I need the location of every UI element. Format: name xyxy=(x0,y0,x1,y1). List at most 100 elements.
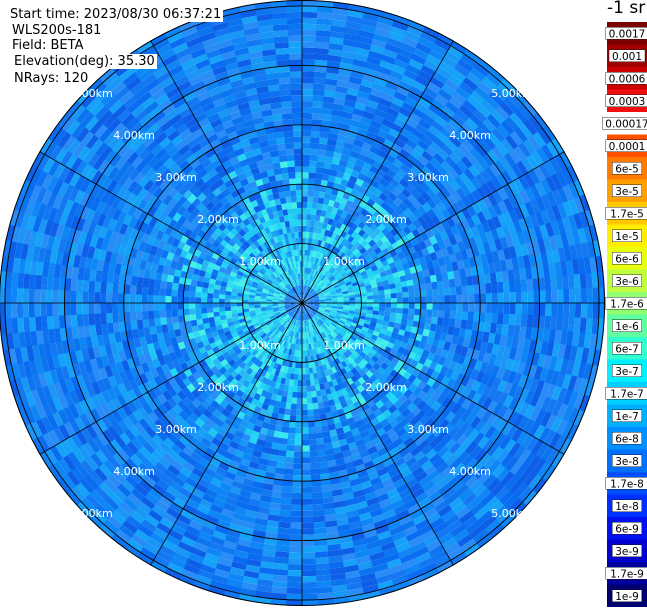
field-cell xyxy=(310,457,319,464)
field-cell xyxy=(431,317,438,325)
field-cell xyxy=(302,505,313,511)
field-cell xyxy=(172,316,179,324)
field-cell xyxy=(35,289,41,304)
field-cell xyxy=(302,475,312,481)
field-cell xyxy=(317,444,326,451)
field-cell xyxy=(160,288,167,296)
field-cell xyxy=(415,303,421,310)
field-cell xyxy=(497,282,504,293)
field-cell xyxy=(88,280,95,292)
field-cell xyxy=(154,310,161,318)
field-cell xyxy=(302,440,310,446)
field-cell xyxy=(539,303,545,316)
field-cell xyxy=(317,155,326,162)
field-cell xyxy=(172,289,178,296)
field-cell xyxy=(291,505,302,511)
field-cell xyxy=(314,72,327,79)
field-cell xyxy=(279,510,291,517)
field-cell xyxy=(467,312,474,322)
field-cell xyxy=(207,298,213,303)
field-cell xyxy=(503,281,510,293)
field-cell xyxy=(313,516,325,523)
field-cell xyxy=(379,307,385,312)
field-cell xyxy=(142,311,149,320)
field-cell xyxy=(468,294,474,303)
field-cell xyxy=(294,439,302,445)
field-cell xyxy=(83,314,90,326)
field-cell xyxy=(291,403,297,409)
field-cell xyxy=(401,281,408,288)
field-cell xyxy=(450,303,456,311)
field-cell xyxy=(498,292,504,303)
field-cell xyxy=(586,318,593,334)
field-cell xyxy=(106,303,112,314)
field-cell xyxy=(509,281,516,293)
field-cell xyxy=(307,398,313,404)
field-cell xyxy=(183,290,190,297)
field-cell xyxy=(64,303,70,316)
field-cell xyxy=(166,281,173,289)
field-cell xyxy=(297,392,302,398)
field-cell xyxy=(306,380,311,386)
field-cell xyxy=(562,317,569,332)
field-cell xyxy=(289,415,296,422)
field-cell xyxy=(426,310,432,317)
field-cell xyxy=(237,303,243,307)
field-cell xyxy=(143,278,150,287)
field-cell xyxy=(302,95,313,101)
field-cell xyxy=(438,288,445,296)
field-cell xyxy=(136,311,143,320)
field-cell xyxy=(287,439,295,446)
field-cell xyxy=(302,101,313,107)
field-cell xyxy=(550,316,557,330)
field-cell xyxy=(281,498,292,505)
field-cell xyxy=(302,6,318,12)
field-cell xyxy=(302,12,318,18)
field-cell xyxy=(280,432,288,439)
field-cell xyxy=(456,286,463,295)
field-cell xyxy=(281,492,292,499)
field-cell xyxy=(310,451,319,458)
field-cell xyxy=(302,410,308,416)
field-cell xyxy=(177,296,183,303)
field-cell xyxy=(302,18,318,24)
field-cell xyxy=(299,351,302,357)
field-cell xyxy=(569,303,575,318)
field-cell xyxy=(550,276,557,290)
field-cell xyxy=(286,594,302,600)
field-cell xyxy=(456,311,463,320)
field-cell xyxy=(94,313,101,325)
field-cell xyxy=(83,280,90,292)
field-cell xyxy=(58,290,64,303)
field-cell xyxy=(316,161,324,168)
field-cell xyxy=(485,313,492,324)
field-cell xyxy=(302,523,314,529)
field-cell xyxy=(568,274,575,289)
field-cell xyxy=(291,493,302,499)
field-cell xyxy=(302,445,310,451)
field-cell xyxy=(318,461,328,468)
field-cell xyxy=(41,316,48,330)
field-cell xyxy=(310,137,319,144)
field-cell xyxy=(201,292,207,298)
field-cell xyxy=(302,493,313,499)
field-cell xyxy=(298,380,303,386)
field-cell xyxy=(196,313,203,319)
field-cell xyxy=(309,173,316,179)
field-cell xyxy=(275,551,289,558)
field-cell xyxy=(305,368,309,374)
field-cell xyxy=(288,427,295,433)
field-cell xyxy=(136,294,142,303)
field-cell xyxy=(47,289,53,303)
field-cell xyxy=(100,292,106,303)
field-cell xyxy=(396,287,403,293)
field-cell xyxy=(77,279,84,292)
field-cell xyxy=(379,303,385,308)
field-cell xyxy=(295,434,302,440)
field-cell xyxy=(563,289,569,304)
field-cell xyxy=(136,303,142,312)
field-cell xyxy=(455,319,462,328)
field-cell xyxy=(314,78,327,85)
field-cell xyxy=(449,319,456,328)
field-cell xyxy=(290,523,302,529)
